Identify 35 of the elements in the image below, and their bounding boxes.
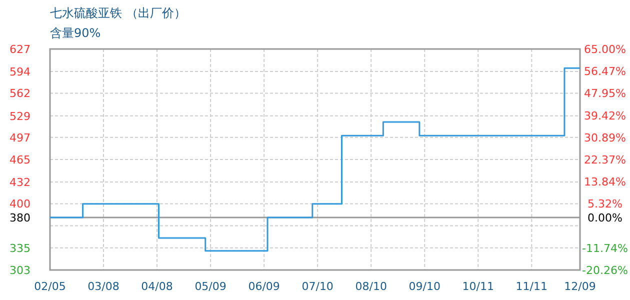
x-tick-label: 10/11 <box>462 280 494 293</box>
y-tick-label: 529 <box>10 110 30 123</box>
x-tick-label: 12/09 <box>564 280 596 293</box>
chart-subtitle: 含量90% <box>50 26 101 40</box>
y-tick-label: 465 <box>10 154 30 166</box>
y2-tick-label: 30.89% <box>584 131 626 144</box>
x-tick-label: 02/05 <box>34 280 66 293</box>
y-tick-label: 562 <box>10 87 30 100</box>
x-tick-label: 08/10 <box>355 280 387 293</box>
y-tick-label: 400 <box>10 198 30 211</box>
chart-title: 七水硫酸亚铁 （出厂价） <box>50 6 186 20</box>
x-tick-label: 07/10 <box>302 280 334 293</box>
y2-tick-label: 56.47% <box>584 65 626 78</box>
y-tick-label: 432 <box>10 176 30 190</box>
y-tick-label: 594 <box>10 66 30 79</box>
y2-tick-label: 65.00% <box>584 43 626 56</box>
y2-tick-label: 39.42% <box>584 109 626 122</box>
y2-tick-label: 47.95% <box>584 87 626 100</box>
y2-tick-label: -20.26% <box>582 264 628 277</box>
y2-tick-label: 5.32% <box>588 198 622 211</box>
y-tick-label: 627 <box>10 43 30 56</box>
y2-tick-label: 22.37% <box>584 154 626 166</box>
x-tick-label: 06/09 <box>248 280 280 293</box>
y-tick-label: 335 <box>10 242 30 255</box>
x-tick-label: 09/10 <box>408 280 440 293</box>
x-tick-label: 03/08 <box>88 280 120 293</box>
y2-tick-label: -11.74% <box>582 242 628 255</box>
y2-tick-label: 0.00% <box>588 211 622 224</box>
ref-line-label: 380 <box>10 211 30 224</box>
y-tick-label: 497 <box>10 131 30 144</box>
y2-tick-label: 13.84% <box>584 176 626 189</box>
x-tick-label: 04/08 <box>141 280 173 293</box>
y-tick-label: 303 <box>10 264 30 277</box>
x-tick-label: 11/11 <box>516 280 548 293</box>
x-tick-label: 05/09 <box>194 280 226 293</box>
